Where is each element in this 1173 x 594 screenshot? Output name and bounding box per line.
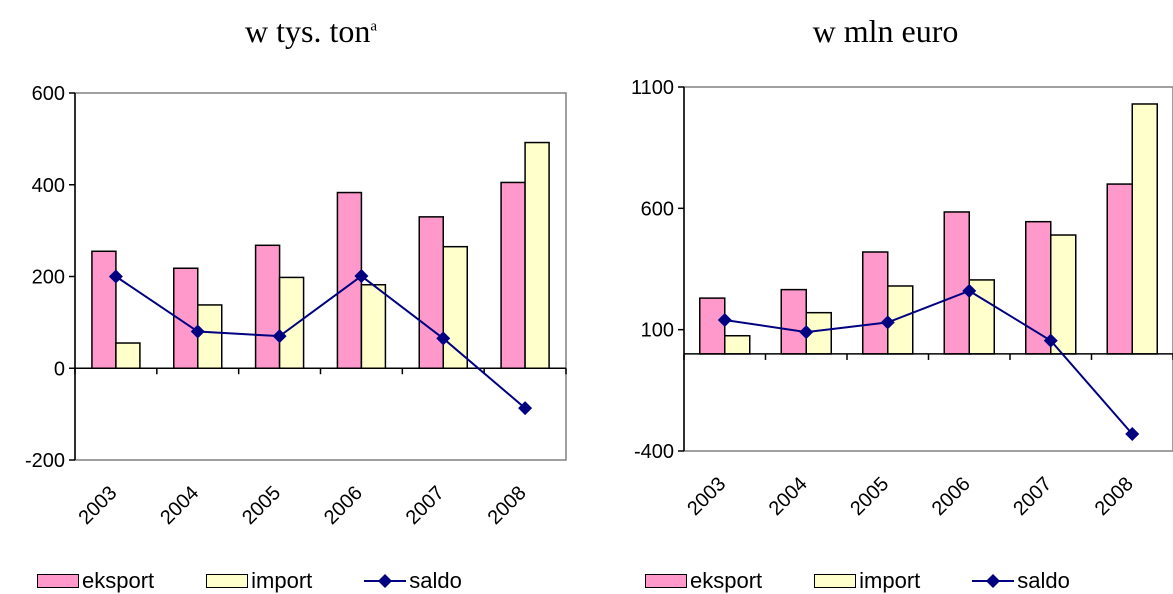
x-tick-label: 2005	[238, 482, 285, 529]
saldo-marker	[962, 283, 977, 298]
saldo-line	[724, 289, 1134, 435]
x-tick-label: 2008	[1091, 473, 1138, 520]
chart-title: w tys. tona	[244, 13, 377, 49]
saldo-marker	[1125, 427, 1140, 442]
chart-legend: eksport import saldo	[37, 568, 514, 594]
y-tick-label: -200	[25, 450, 65, 472]
saldo-marker	[799, 325, 814, 340]
saldo-marker	[717, 312, 732, 327]
bar-import	[524, 141, 550, 369]
chart-plot: -200 0 200 400 600 2003 2004 2005 2006 2007 2008	[25, 83, 567, 529]
legend-line-saldo-icon	[364, 574, 407, 588]
bar-import	[724, 334, 751, 355]
x-tick-label: 2008	[484, 482, 531, 529]
saldo-line	[115, 274, 526, 409]
legend-label-eksport: eksport	[82, 568, 155, 593]
bar-import	[278, 276, 305, 370]
saldo-marker	[108, 269, 123, 284]
bar-eksport	[780, 288, 807, 355]
legend-item-saldo: saldo	[364, 568, 462, 594]
plot-area	[74, 92, 567, 461]
saldo-marker	[436, 331, 451, 346]
x-tick-label: 2004	[765, 473, 812, 520]
saldo-marker	[190, 324, 205, 339]
legend-swatch-eksport	[37, 574, 79, 588]
bar-eksport	[336, 191, 363, 369]
legend-swatch-import	[814, 574, 857, 588]
bar-eksport	[699, 297, 726, 355]
x-tick-label: 2006	[320, 482, 367, 529]
y-tick-label: 600	[32, 83, 65, 105]
bar-import	[115, 342, 141, 369]
legend-item-saldo: saldo	[972, 568, 1070, 594]
x-tick-label: 2007	[1009, 473, 1056, 520]
x-tick-label: 2007	[402, 482, 449, 529]
saldo-marker	[354, 269, 369, 284]
legend-item-eksport: eksport	[645, 568, 762, 594]
x-tick-label: 2003	[74, 482, 121, 529]
saldo-marker	[1043, 333, 1058, 348]
x-tick-label: 2004	[156, 482, 203, 529]
x-tick-label: 2005	[846, 473, 893, 520]
bar-import	[360, 284, 387, 370]
bar-import	[1131, 103, 1158, 355]
bar-import	[197, 304, 223, 370]
y-tick-label: 1100	[631, 77, 674, 99]
legend-item-import: import	[206, 568, 312, 594]
legend-label-import: import	[251, 568, 313, 593]
title-superscript: a	[370, 18, 377, 35]
y-tick-label: 0	[54, 358, 65, 380]
x-tick-label: 2006	[928, 473, 975, 520]
legend-item-eksport: eksport	[37, 568, 154, 594]
legend-line-saldo-icon	[972, 574, 1015, 588]
bar-eksport	[862, 251, 889, 355]
chart-plot: -400 100 600 1100 2003 2004 2005 2006 2007 2008	[631, 77, 1173, 520]
legend-swatch-eksport	[645, 574, 687, 588]
y-tick-label: -400	[634, 441, 674, 463]
chart-euro: w mln euro -400 100 600 1100 2003 2004 2005 200…	[590, 0, 1173, 593]
legend-swatch-import	[206, 574, 249, 588]
bar-eksport	[418, 216, 444, 369]
y-tick-label: 100	[641, 320, 674, 342]
legend-item-import: import	[814, 568, 920, 594]
chart-tons: w tys. tona -200 0 200 400 600 2003 2004 2005 20…	[0, 0, 590, 593]
y-tick-label: 200	[32, 267, 65, 289]
bar-eksport	[943, 211, 970, 355]
legend-label-saldo: saldo	[1017, 568, 1070, 593]
y-tick-label: 600	[641, 198, 674, 220]
saldo-marker	[518, 401, 533, 416]
chart-title: w mln euro	[812, 13, 959, 49]
bar-import	[442, 245, 468, 369]
bar-eksport	[91, 250, 117, 369]
saldo-marker	[880, 315, 895, 330]
saldo-marker	[272, 329, 287, 344]
bar-eksport	[254, 244, 281, 369]
legend-label-import: import	[859, 568, 921, 593]
y-tick-label: 400	[32, 175, 65, 197]
bar-import	[1050, 234, 1077, 355]
bar-eksport	[500, 181, 526, 369]
x-tick-label: 2003	[683, 473, 730, 520]
legend-label-saldo: saldo	[409, 568, 462, 593]
chart-legend: eksport import saldo	[645, 568, 1122, 594]
legend-label-eksport: eksport	[690, 568, 763, 593]
bar-eksport	[1106, 183, 1133, 355]
